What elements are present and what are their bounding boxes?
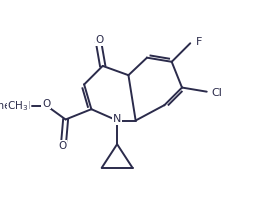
Text: O: O <box>95 35 103 45</box>
Text: O: O <box>42 99 50 109</box>
Text: O: O <box>58 141 67 151</box>
Text: N: N <box>113 115 121 124</box>
Text: F: F <box>195 37 202 47</box>
Text: methyl: methyl <box>0 101 31 111</box>
Text: Cl: Cl <box>211 88 222 98</box>
Text: CH$_3$: CH$_3$ <box>7 99 28 113</box>
